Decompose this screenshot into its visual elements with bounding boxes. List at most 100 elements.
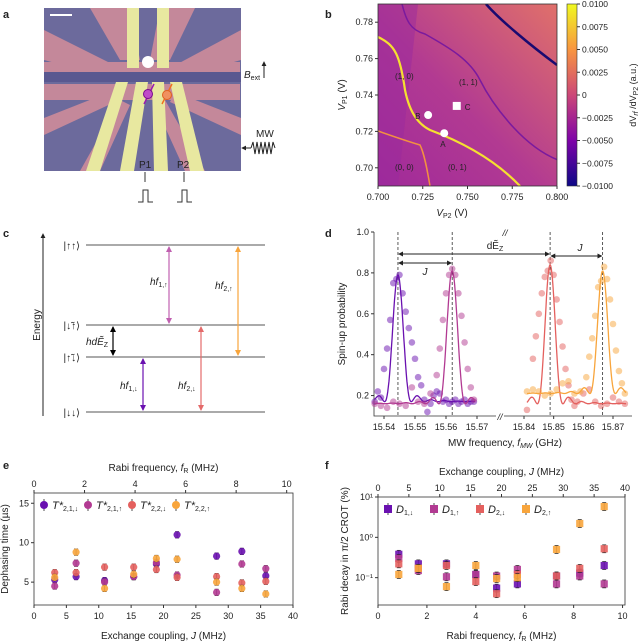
charge-region-label: (0, 1) — [448, 163, 467, 172]
energy-axis-label: Energy — [32, 309, 43, 341]
charge-region-label: (1, 1) — [459, 78, 478, 87]
data-point — [173, 573, 181, 581]
dEz-label: dẼZ — [487, 239, 504, 253]
x-tick-label: 10 — [94, 611, 104, 621]
data-point — [262, 572, 270, 580]
data-point — [130, 570, 138, 578]
data-point — [576, 519, 584, 528]
panel-label-a: a — [3, 9, 10, 21]
data-point — [612, 347, 620, 354]
data-point — [100, 563, 109, 571]
colorbar-tick-label: −0.0050 — [582, 136, 613, 146]
legend-label: T*2,2,↑ — [184, 500, 210, 513]
data-point — [609, 394, 617, 401]
colorbar-tick-label: 0.0025 — [582, 67, 608, 77]
data-point — [414, 560, 422, 568]
top-x-tick-label: 6 — [183, 479, 188, 489]
fit-curve — [527, 270, 627, 395]
data-point — [383, 345, 391, 352]
data-point — [553, 296, 560, 303]
data-point — [562, 365, 569, 373]
x-tick-label: 30 — [223, 611, 233, 621]
data-point — [173, 555, 181, 563]
b-ext-label: Bext — [244, 70, 260, 82]
data-point — [386, 316, 394, 324]
rabi-decay-chart: 0 2 4 6 8 10 0 5 10 15 20 25 30 35 40 10⁻¹ 10⁰ 10¹ Rabi fr… — [340, 467, 630, 643]
data-point — [513, 574, 521, 582]
x-tick-label: 5 — [64, 611, 69, 621]
y-tick-label: 0.6 — [356, 309, 369, 319]
spin-resonance-spectrum: // // 0.2 0.4 0.6 0.8 1.0 15.54 15.55 15.56 15.57 1… — [337, 227, 632, 450]
data-point — [606, 296, 614, 303]
data-point — [100, 584, 109, 593]
energy-level-diagram: Energy |↑↑⟩ |↓̃↑⟩ |↑̃↓⟩ |↓↓⟩ hf1,↑ hf2,↑ hf1,↓ h… — [32, 233, 265, 419]
x-tick-label: 15.56 — [435, 422, 458, 432]
mw-label: MW — [256, 129, 274, 140]
colorbar-tick-label: 0.0075 — [582, 22, 608, 32]
data-point — [532, 332, 540, 340]
data-point — [541, 273, 549, 281]
spin-qubit-1 — [143, 83, 155, 105]
state-label: |↑̃↓⟩ — [64, 353, 81, 364]
data-point — [585, 353, 593, 361]
heatmap — [378, 4, 557, 186]
data-point — [212, 573, 221, 581]
top-x-tick-label: 10 — [282, 479, 292, 489]
data-point — [433, 371, 441, 379]
charge-region-label: (0, 0) — [395, 163, 414, 172]
transition-label: hdẼZ — [86, 335, 109, 349]
charge-region-label: (1, 0) — [395, 72, 414, 81]
data-point — [461, 339, 468, 346]
data-point — [408, 384, 416, 391]
y-axis-label: Spin-up probability — [337, 283, 348, 366]
data-point — [374, 388, 382, 395]
data-point — [576, 572, 584, 580]
data-point — [417, 382, 425, 389]
data-point — [152, 565, 160, 574]
data-point — [130, 563, 138, 571]
y-tick-label: 10¹ — [360, 492, 373, 502]
data-point — [408, 339, 416, 346]
x-tick-label: 15.87 — [602, 422, 625, 432]
data-point — [395, 560, 403, 568]
data-point — [51, 582, 59, 590]
fit-curve — [526, 263, 627, 405]
data-point — [395, 570, 403, 579]
data-point — [396, 271, 403, 279]
data-point — [553, 386, 560, 393]
colorbar-tick-label: −0.0075 — [582, 158, 613, 168]
data-point — [262, 565, 270, 573]
x-tick-label: 15.86 — [572, 422, 595, 432]
x-axis-label: Rabi frequency, fR (MHz) — [447, 631, 557, 643]
transition-label: hf1,↑ — [150, 277, 168, 289]
legend-label: D2,↑ — [534, 504, 551, 517]
data-point — [152, 554, 160, 563]
data-point — [603, 275, 611, 283]
state-label: |↓↓⟩ — [64, 408, 81, 419]
top-x-tick-label: 8 — [234, 479, 239, 489]
data-point — [262, 577, 270, 585]
y-tick-label: 0.78 — [355, 17, 373, 27]
data-point — [212, 578, 221, 586]
device-micrograph — [44, 8, 241, 171]
colorbar-tick-label: −0.0100 — [582, 181, 613, 191]
y-tick-label: 15 — [19, 498, 29, 508]
top-x-tick-label: 0 — [375, 483, 380, 493]
panel-label-b: b — [325, 9, 332, 21]
data-point — [583, 373, 590, 381]
panel-label-e: e — [3, 460, 9, 472]
data-point — [436, 345, 444, 352]
top-x-tick-label: 4 — [133, 479, 138, 489]
legend-marker — [84, 501, 92, 509]
data-point — [600, 263, 608, 271]
data-point — [493, 574, 501, 583]
data-point — [541, 392, 549, 399]
transition-label: hf1,↓ — [120, 381, 138, 393]
x-tick-label: 2 — [424, 611, 429, 621]
data-point — [529, 355, 537, 363]
data-point — [556, 318, 563, 326]
data-point — [442, 290, 450, 297]
x-axis-label: Exchange coupling, J (MHz) — [101, 631, 226, 642]
top-x-tick-label: 20 — [496, 483, 506, 493]
